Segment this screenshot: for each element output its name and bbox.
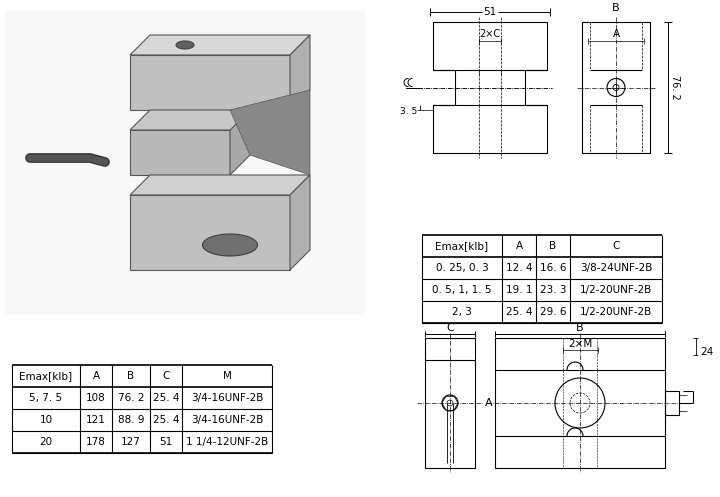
Text: 1/2-20UNF-2B: 1/2-20UNF-2B — [580, 285, 652, 295]
Polygon shape — [130, 110, 250, 130]
Polygon shape — [230, 110, 250, 175]
Text: 16. 6: 16. 6 — [540, 263, 566, 273]
Text: 20: 20 — [40, 437, 53, 447]
Text: M: M — [222, 371, 231, 381]
Bar — [495, 338, 665, 468]
Text: C: C — [162, 371, 170, 381]
Text: A: A — [613, 29, 620, 39]
Text: Emax[klb]: Emax[klb] — [436, 241, 489, 251]
Text: 25. 4: 25. 4 — [153, 415, 179, 425]
Text: A: A — [92, 371, 99, 381]
Text: 1/2-20UNF-2B: 1/2-20UNF-2B — [580, 307, 652, 317]
Text: 5, 7. 5: 5, 7. 5 — [30, 393, 63, 403]
Polygon shape — [130, 55, 290, 110]
Polygon shape — [290, 175, 310, 270]
Text: 10: 10 — [40, 415, 53, 425]
Text: 24: 24 — [700, 347, 714, 357]
Polygon shape — [130, 130, 230, 175]
Text: 51: 51 — [159, 437, 173, 447]
Polygon shape — [230, 90, 310, 175]
Text: 19. 1: 19. 1 — [505, 285, 532, 295]
Polygon shape — [130, 195, 290, 270]
Text: 3/8-24UNF-2B: 3/8-24UNF-2B — [580, 263, 652, 273]
Text: 127: 127 — [121, 437, 141, 447]
Text: B: B — [612, 3, 620, 13]
Text: A: A — [516, 241, 523, 251]
Text: 25. 4: 25. 4 — [153, 393, 179, 403]
Bar — [5, 10, 365, 315]
Bar — [665, 391, 679, 415]
Text: 3/4-16UNF-2B: 3/4-16UNF-2B — [191, 415, 264, 425]
Bar — [433, 22, 547, 70]
Text: 178: 178 — [86, 437, 106, 447]
Text: 23. 3: 23. 3 — [540, 285, 566, 295]
Text: 108: 108 — [86, 393, 106, 403]
Text: 121: 121 — [86, 415, 106, 425]
Ellipse shape — [176, 41, 194, 49]
Text: 3. 5: 3. 5 — [400, 106, 417, 115]
Polygon shape — [130, 175, 310, 195]
Text: 25. 4: 25. 4 — [505, 307, 532, 317]
Text: C: C — [446, 323, 454, 333]
Text: 2×M: 2×M — [568, 339, 592, 349]
Text: 0. 25, 0. 3: 0. 25, 0. 3 — [436, 263, 488, 273]
Text: B: B — [549, 241, 557, 251]
Text: 76. 2: 76. 2 — [670, 75, 680, 100]
Text: 2×C: 2×C — [480, 29, 500, 39]
Text: B: B — [127, 371, 135, 381]
Text: 0. 5, 1, 1. 5: 0. 5, 1, 1. 5 — [432, 285, 492, 295]
Text: 3/4-16UNF-2B: 3/4-16UNF-2B — [191, 393, 264, 403]
Bar — [433, 105, 547, 153]
Text: C: C — [612, 241, 620, 251]
Bar — [425, 338, 475, 468]
Text: 1 1/4-12UNF-2B: 1 1/4-12UNF-2B — [186, 437, 268, 447]
Ellipse shape — [202, 234, 258, 256]
Text: Emax[klb]: Emax[klb] — [19, 371, 73, 381]
Polygon shape — [290, 35, 310, 110]
Text: 12. 4: 12. 4 — [505, 263, 532, 273]
Text: B: B — [576, 323, 584, 333]
Text: 51: 51 — [483, 7, 497, 17]
Text: 76. 2: 76. 2 — [118, 393, 144, 403]
Text: 88. 9: 88. 9 — [118, 415, 144, 425]
Text: 29. 6: 29. 6 — [540, 307, 566, 317]
Polygon shape — [130, 35, 310, 55]
Text: A: A — [485, 398, 492, 408]
Text: 2, 3: 2, 3 — [452, 307, 472, 317]
Bar — [582, 22, 650, 153]
